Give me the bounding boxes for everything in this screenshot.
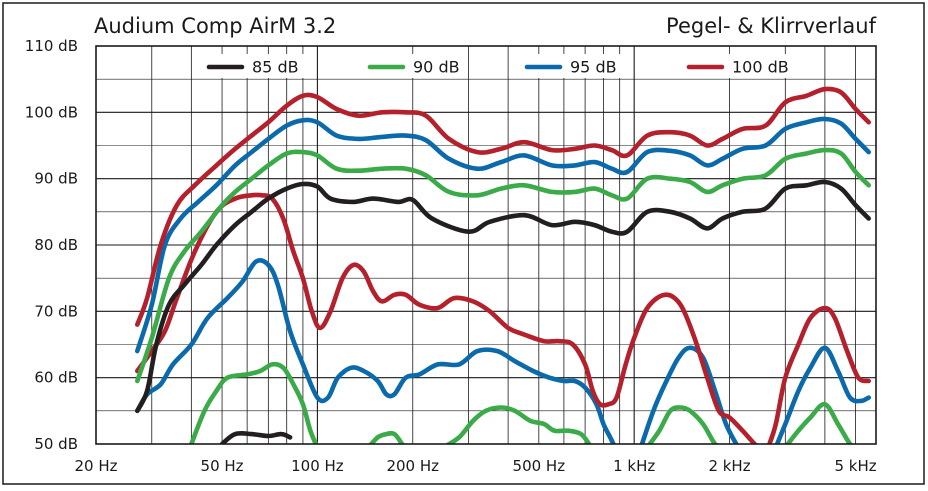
legend-item: 100 dB [683, 54, 789, 78]
x-tick-label: 2 kHz [708, 457, 750, 475]
x-tick-label: 200 Hz [386, 457, 439, 475]
y-tick-label: 90 dB [34, 170, 78, 188]
legend: 85 dB 90 dB 95 dB 100 dB [203, 54, 789, 78]
y-tick-label: 70 dB [34, 302, 78, 320]
x-tick-label: 1 kHz [613, 457, 655, 475]
series-line-90-db-level [135, 147, 871, 384]
legend-label: 95 dB [570, 58, 617, 77]
series-line-100-db-klirr-b-distortion [766, 305, 871, 444]
y-axis-tick-labels: 110 dB 100 dB 90 dB 80 dB 70 dB 60 dB 50 dB [25, 37, 78, 453]
series-line-95-db-klirr-c-distortion [774, 345, 871, 444]
series-line-100-db-level [135, 86, 871, 327]
y-tick-label: 80 dB [34, 236, 78, 254]
series-line-95-db-level [135, 116, 871, 354]
x-tick-label: 20 Hz [74, 457, 117, 475]
plot-frame [95, 45, 877, 445]
series-line-85-db-klirr-distortion [219, 430, 293, 444]
x-tick-label: 5 kHz [835, 457, 877, 475]
x-tick-label: 50 Hz [201, 457, 244, 475]
series-group [135, 86, 871, 444]
chart-title: Audium Comp AirM 3.2 [94, 14, 336, 38]
legend-item: 90 dB [364, 54, 468, 78]
legend-item: 95 dB [521, 54, 625, 78]
legend-label: 85 dB [252, 58, 299, 77]
x-tick-label: 100 Hz [291, 457, 344, 475]
outer-frame [2, 2, 925, 485]
series-line-95-db-klirr-distortion [135, 258, 616, 444]
series-line-90-db-klirr-distortion [189, 361, 319, 444]
series-line-100-db-klirr-distortion [135, 192, 758, 444]
legend-label: 100 dB [732, 58, 789, 77]
y-tick-label: 100 dB [25, 103, 78, 121]
chart-subtitle: Pegel- & Klirrverlauf [666, 14, 877, 38]
x-axis-tick-labels: 20 Hz 50 Hz 100 Hz 200 Hz 500 Hz 1 kHz 2 kHz 5 … [74, 457, 876, 475]
y-tick-label: 110 dB [25, 37, 78, 55]
series-lines [135, 86, 871, 444]
series-line-90-db-klirr-b-distortion [368, 430, 405, 444]
series-line-85-db-level [135, 179, 871, 414]
x-tick-label: 500 Hz [513, 457, 566, 475]
y-tick-label: 60 dB [34, 369, 78, 387]
y-tick-label: 50 dB [34, 435, 78, 453]
legend-item: 85 dB [203, 54, 307, 78]
series-line-90-db-klirr-e-distortion [784, 401, 854, 444]
series-line-90-db-klirr-d-distortion [646, 405, 719, 444]
legend-label: 90 dB [413, 58, 460, 77]
series-line-90-db-klirr-c-distortion [444, 405, 592, 444]
